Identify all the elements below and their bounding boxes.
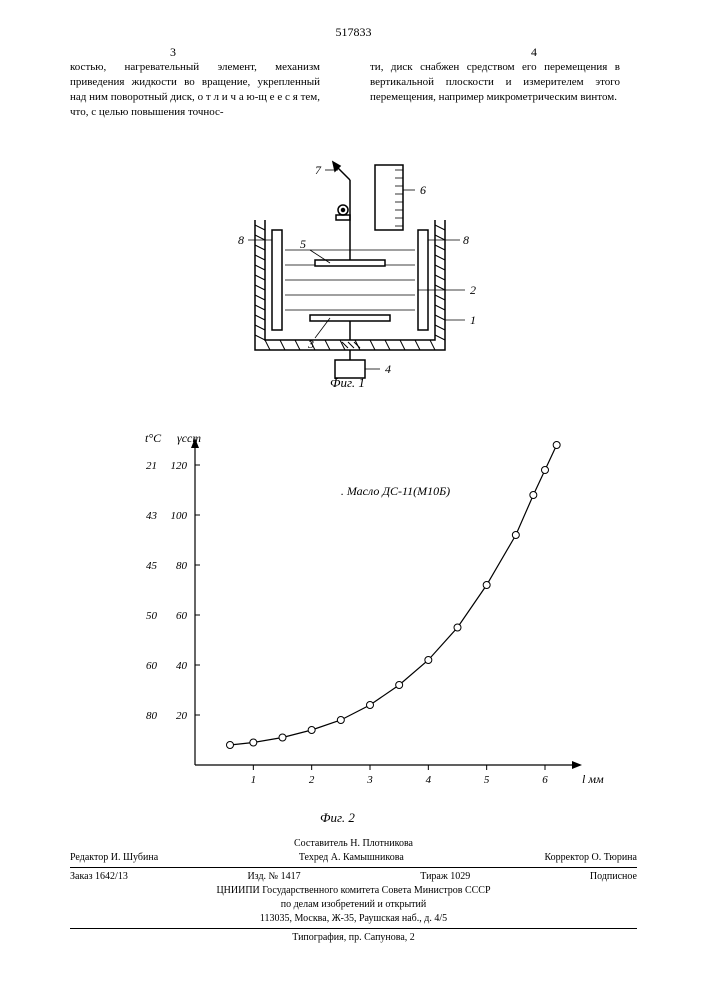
page-num-right: 4 bbox=[531, 45, 537, 60]
footer-editor: Редактор И. Шубина bbox=[70, 851, 158, 865]
text-col-right: ти, диск снабжен средством его перемещен… bbox=[370, 60, 620, 105]
svg-text:60: 60 bbox=[176, 610, 188, 622]
svg-text:t°С: t°С bbox=[145, 431, 162, 445]
svg-text:100: 100 bbox=[171, 510, 188, 522]
svg-text:5: 5 bbox=[484, 774, 490, 786]
footer-printer: Типография, пр. Сапунова, 2 bbox=[70, 931, 637, 945]
figure-1-diagram: 1 2 3 4 5 6 7 8 8 bbox=[200, 150, 500, 375]
footer-address: 113035, Москва, Ж-35, Раушская наб., д. … bbox=[70, 912, 637, 926]
svg-text:50: 50 bbox=[146, 610, 158, 622]
svg-text:8: 8 bbox=[238, 233, 244, 247]
figure-2-chart: 12345620406080100120214345506080t°Сγсстl… bbox=[120, 420, 610, 810]
footer-techred: Техред А. Камышникова bbox=[299, 851, 404, 865]
svg-text:3: 3 bbox=[366, 774, 373, 786]
svg-text:8: 8 bbox=[463, 233, 469, 247]
footer-order: Заказ 1642/13 bbox=[70, 870, 128, 884]
footer-sub: Подписное bbox=[590, 870, 637, 884]
text-col-left: костью, нагревательный элемент, механизм… bbox=[70, 60, 320, 119]
svg-text:40: 40 bbox=[176, 660, 188, 672]
footer-compiler: Составитель Н. Плотникова bbox=[70, 837, 637, 851]
svg-text:γсст: γсст bbox=[177, 431, 201, 445]
footer-izd: Изд. № 1417 bbox=[247, 870, 300, 884]
footer-org2: по делам изобретений и открытий bbox=[70, 898, 637, 912]
svg-text:4: 4 bbox=[385, 362, 391, 376]
svg-text:80: 80 bbox=[176, 560, 188, 572]
svg-text:43: 43 bbox=[146, 510, 158, 522]
svg-text:20: 20 bbox=[176, 710, 188, 722]
svg-text:l мм: l мм bbox=[582, 772, 604, 786]
svg-text:5: 5 bbox=[300, 237, 306, 251]
footer-tirazh: Тираж 1029 bbox=[420, 870, 470, 884]
svg-text:7: 7 bbox=[315, 163, 322, 177]
svg-text:. Масло ДС-11(М10Б): . Масло ДС-11(М10Б) bbox=[341, 484, 450, 498]
svg-text:1: 1 bbox=[251, 774, 256, 786]
svg-text:60: 60 bbox=[146, 660, 158, 672]
fig1-caption: Фиг. 1 bbox=[330, 375, 365, 391]
svg-text:6: 6 bbox=[420, 183, 426, 197]
fig2-caption: Фиг. 2 bbox=[320, 810, 355, 826]
svg-text:45: 45 bbox=[146, 560, 158, 572]
svg-text:1: 1 bbox=[470, 313, 476, 327]
svg-text:6: 6 bbox=[542, 774, 548, 786]
svg-text:2: 2 bbox=[309, 774, 315, 786]
footer-block: Составитель Н. Плотникова Редактор И. Шу… bbox=[70, 837, 637, 945]
svg-text:4: 4 bbox=[426, 774, 432, 786]
svg-text:80: 80 bbox=[146, 710, 158, 722]
footer-org: ЦНИИПИ Государственного комитета Совета … bbox=[70, 884, 637, 898]
svg-text:3: 3 bbox=[307, 337, 314, 351]
footer-corrector: Корректор О. Тюрина bbox=[544, 851, 637, 865]
svg-text:2: 2 bbox=[470, 283, 476, 297]
svg-text:120: 120 bbox=[171, 460, 188, 472]
page-num-left: 3 bbox=[170, 45, 176, 60]
patent-number: 517833 bbox=[336, 25, 372, 40]
svg-text:21: 21 bbox=[146, 460, 157, 472]
